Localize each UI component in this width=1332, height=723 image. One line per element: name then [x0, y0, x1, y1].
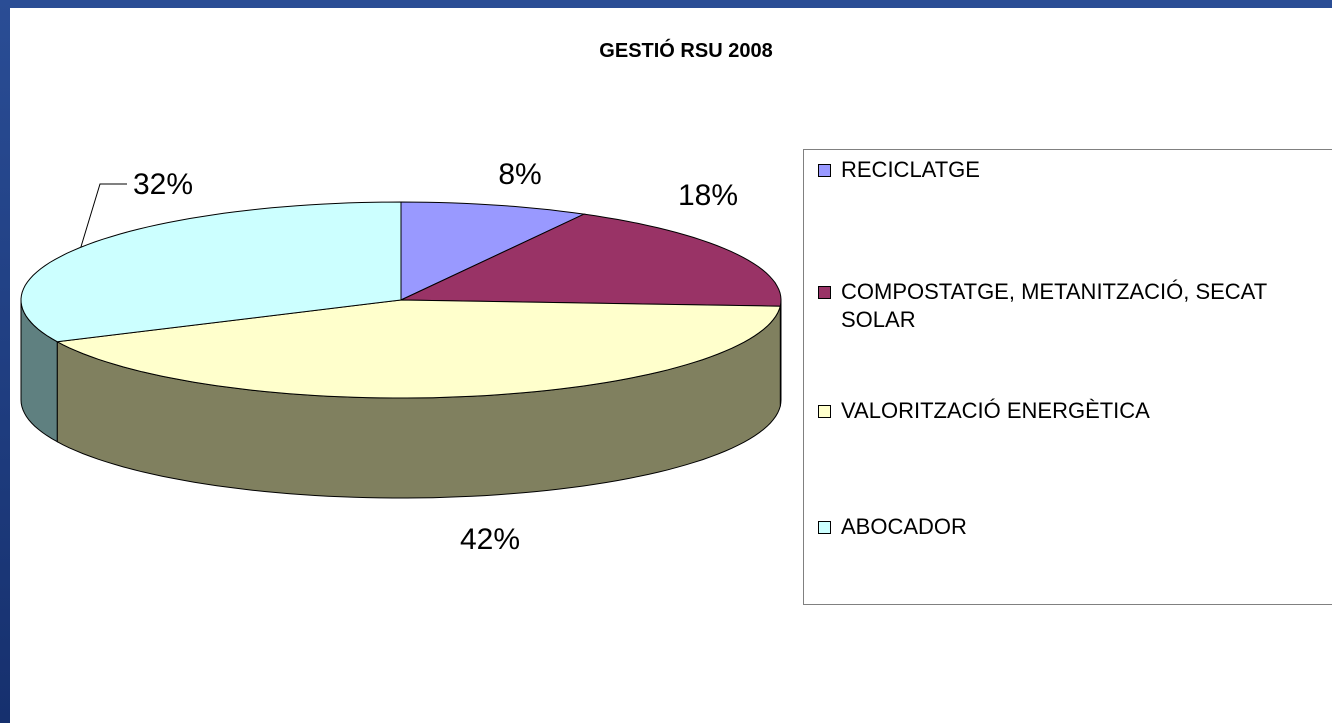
legend: RECICLATGE COMPOSTATGE, METANITZACIÓ, SEC… [803, 149, 1332, 605]
chart-title: GESTIÓ RSU 2008 [599, 38, 772, 62]
slice-top [400, 201, 586, 301]
legend-label: VALORITZACIÓ ENERGÈTICA [841, 398, 1150, 423]
slice [400, 201, 586, 301]
legend-entry: COMPOSTATGE, METANITZACIÓ, SECAT SOLAR [818, 278, 1332, 334]
slice-top [400, 213, 782, 307]
legend-swatch [818, 405, 831, 418]
legend-swatch [818, 286, 831, 299]
legend-swatch [818, 164, 831, 177]
slice [55, 299, 781, 499]
slice [20, 201, 402, 443]
slice-top [20, 201, 402, 343]
data-label: 18% [678, 179, 738, 212]
data-label: 8% [498, 158, 541, 191]
leader-line [79, 183, 127, 251]
legend-entry: VALORITZACIÓ ENERGÈTICA [818, 397, 1332, 425]
legend-swatch [818, 521, 831, 534]
legend-entry: RECICLATGE [818, 156, 1332, 184]
legend-label: RECICLATGE [841, 157, 980, 182]
legend-label: ABOCADOR [841, 514, 967, 539]
data-label: 42% [460, 523, 520, 556]
slice [400, 213, 782, 407]
data-label: 32% [133, 168, 193, 201]
legend-label: COMPOSTATGE, METANITZACIÓ, SECAT SOLAR [841, 279, 1267, 332]
legend-entry: ABOCADOR [818, 513, 1332, 541]
slice-top [55, 299, 781, 399]
